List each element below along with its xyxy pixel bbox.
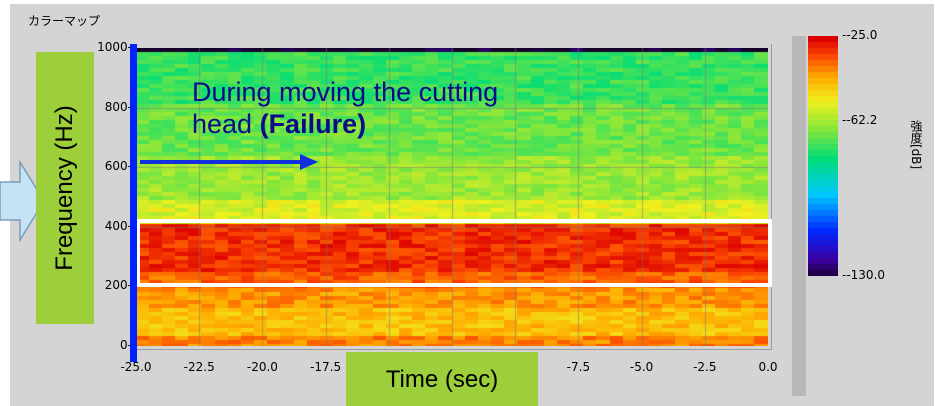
y-tick-label: 800- bbox=[104, 99, 132, 114]
colorbar-tick-label: --130.0 bbox=[842, 268, 886, 282]
y-tick-label: 200- bbox=[104, 278, 132, 293]
colorbar-scale bbox=[808, 36, 838, 276]
x-tick-label: 0.0 bbox=[758, 360, 778, 374]
plot-frame bbox=[132, 44, 772, 350]
pointer-arrow-icon bbox=[0, 160, 45, 242]
colorbar-tick-label: --62.2 bbox=[842, 113, 878, 128]
y-tick-label: 0- bbox=[120, 338, 132, 352]
x-tick-label: -20.0 bbox=[246, 360, 278, 374]
colorbar-tick-label: --25.0 bbox=[842, 28, 878, 42]
x-axis-label: Time (sec) bbox=[385, 366, 499, 393]
y-tick-label: 400- bbox=[104, 218, 132, 233]
callout-line2-prefix: head bbox=[192, 109, 260, 140]
x-tick-label: -7.5 bbox=[566, 360, 591, 374]
heatmap-canvas bbox=[136, 48, 768, 346]
colorbar-frame bbox=[792, 36, 806, 396]
x-tick-label: -22.5 bbox=[183, 360, 215, 374]
callout-text: During moving the cutting head (Failure) bbox=[192, 76, 498, 141]
heatmap-plot[interactable] bbox=[136, 48, 768, 346]
y-tick-label: 1000- bbox=[97, 40, 132, 54]
blue-axis-marker bbox=[130, 44, 137, 362]
colorbar-label: 強度[dB] bbox=[909, 120, 923, 170]
y-axis-label-box: Frequency (Hz) bbox=[36, 52, 94, 324]
right-arrow-icon bbox=[140, 154, 318, 170]
highlight-box bbox=[136, 219, 772, 287]
x-tick-label: -2.5 bbox=[693, 360, 717, 374]
callout-line2-bold: (Failure) bbox=[259, 109, 367, 140]
x-axis-label-box: Time (sec) bbox=[346, 352, 538, 406]
callout-line1: During moving the cutting bbox=[192, 77, 499, 107]
y-tick-label: 600- bbox=[104, 159, 132, 174]
x-tick-label: -25.0 bbox=[120, 360, 152, 374]
panel-title: カラーマップ bbox=[28, 14, 101, 28]
x-tick-label: -5.0 bbox=[629, 360, 654, 374]
x-tick-label: -17.5 bbox=[310, 360, 342, 374]
y-axis-label: Frequency (Hz) bbox=[51, 105, 78, 271]
